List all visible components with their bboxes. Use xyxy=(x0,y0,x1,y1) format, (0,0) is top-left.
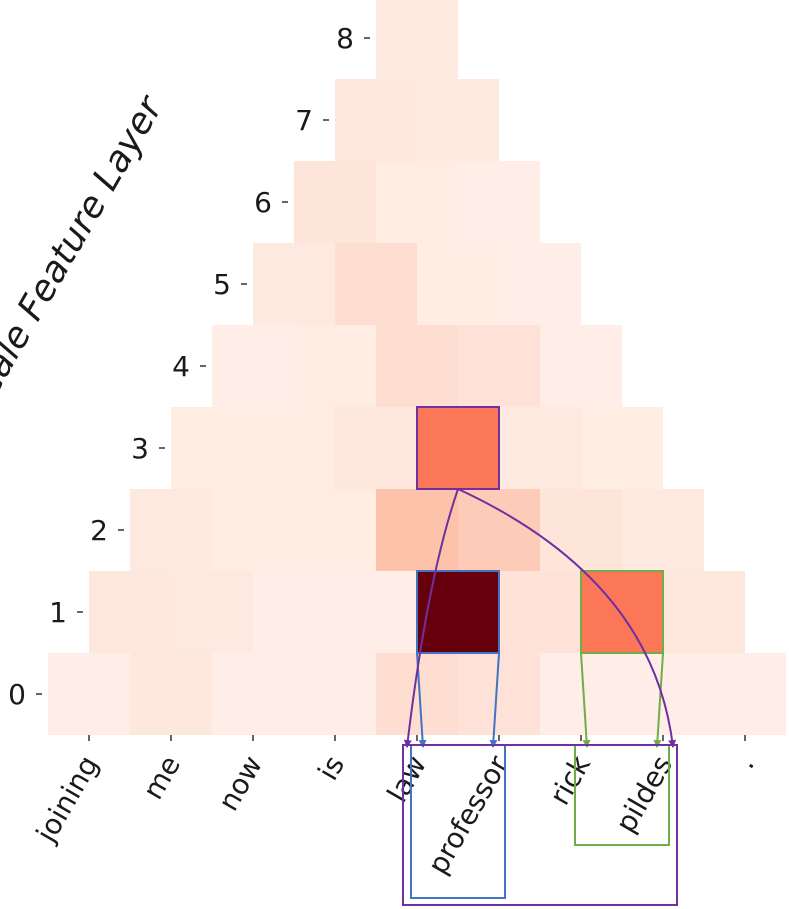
heatmap-cell xyxy=(171,407,253,489)
x-tick-label: is xyxy=(311,750,351,786)
heatmap-cell xyxy=(171,571,253,653)
heatmap-cell xyxy=(376,161,458,243)
y-tick-label: 6 xyxy=(254,186,272,219)
heatmap-cell xyxy=(376,0,458,79)
annotations xyxy=(402,406,678,906)
attention-arrow xyxy=(580,652,591,748)
heatmap-cell xyxy=(130,489,212,571)
heatmap-cell xyxy=(622,489,704,571)
heatmap-cell xyxy=(48,653,130,735)
x-tick-label: joining xyxy=(29,750,105,849)
x-tick-label: professor xyxy=(421,750,515,880)
heatmap-cell xyxy=(253,571,335,653)
y-tick-label: 5 xyxy=(213,268,231,301)
heatmap-cell xyxy=(294,161,376,243)
attention-arrow xyxy=(457,488,677,748)
heatmap-cell xyxy=(458,325,540,407)
y-tick-label: 1 xyxy=(49,596,67,629)
y-tick-label: 0 xyxy=(8,678,26,711)
heatmap-cells xyxy=(48,0,786,735)
y-tick-label: 8 xyxy=(336,22,354,55)
heatmap-cell xyxy=(499,407,581,489)
attention-arrow xyxy=(403,488,459,748)
heatmap-cell xyxy=(704,653,786,735)
attention-arrow xyxy=(653,652,664,748)
y-tick-label: 4 xyxy=(172,350,190,383)
y-tick-label: 3 xyxy=(131,432,149,465)
heatmap-cell xyxy=(294,653,376,735)
heatmap-cell xyxy=(417,243,499,325)
heatmap-cell xyxy=(335,407,417,489)
heatmap-cell xyxy=(540,489,622,571)
heatmap-cell xyxy=(212,653,294,735)
token-group-box xyxy=(402,744,678,906)
y-tick-label: 7 xyxy=(295,104,313,137)
heatmap-cell xyxy=(499,571,581,653)
heatmap-cell xyxy=(253,407,335,489)
heatmap-cell xyxy=(581,407,663,489)
heatmap-cell xyxy=(376,489,458,571)
heatmap-cell xyxy=(417,407,499,489)
x-tick-label: rick xyxy=(543,749,597,810)
x-tick-label: . xyxy=(728,750,761,774)
heatmap-cell xyxy=(499,243,581,325)
heatmap-cell xyxy=(130,653,212,735)
heatmap-cell xyxy=(212,489,294,571)
heatmap-cell xyxy=(663,571,745,653)
highlight-cell-outline xyxy=(580,570,664,654)
heatmap-cell xyxy=(294,325,376,407)
heatmap-cell xyxy=(335,79,417,161)
heatmap-cell xyxy=(335,243,417,325)
heatmap-cell xyxy=(540,325,622,407)
y-axis-ticks: 0 1 2 3 4 5 6 7 8 xyxy=(8,22,370,711)
heatmap-cell xyxy=(294,489,376,571)
heatmap-cell xyxy=(417,79,499,161)
heatmap-cell xyxy=(458,161,540,243)
x-tick-label: law xyxy=(381,750,434,808)
attention-arrow xyxy=(489,652,500,748)
heatmap-cell xyxy=(417,571,499,653)
heatmap-cell xyxy=(212,325,294,407)
heatmap-cell xyxy=(458,489,540,571)
heatmap-cell xyxy=(581,571,663,653)
highlight-cell-outline xyxy=(416,570,500,654)
heatmap-cell xyxy=(253,243,335,325)
heatmap-cell xyxy=(376,325,458,407)
y-tick-label: 2 xyxy=(90,514,108,547)
x-tick-label: now xyxy=(212,750,269,817)
x-tick-label: me xyxy=(136,750,187,805)
heatmap-cell xyxy=(89,571,171,653)
heatmap-cell xyxy=(335,571,417,653)
